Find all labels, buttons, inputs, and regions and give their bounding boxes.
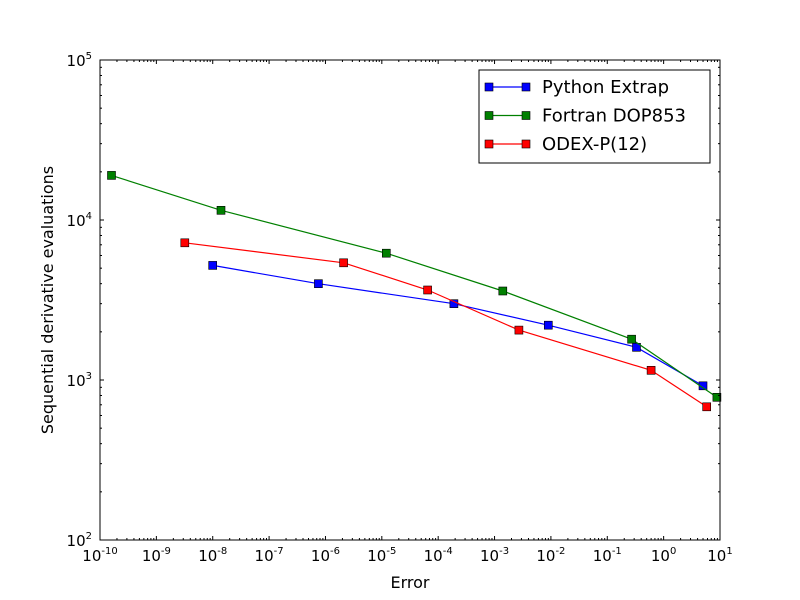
- legend-marker-python-extrap: [521, 82, 531, 92]
- legend-box: [478, 69, 711, 164]
- x-tick-label: 100: [651, 546, 676, 565]
- x-tick-label: 10-1: [593, 546, 622, 565]
- series-line-odex-p-12: [184, 242, 708, 408]
- data-point-fortran-dop853: [107, 171, 116, 180]
- y-tick-label: 103: [67, 371, 92, 390]
- data-point-python-extrap: [314, 279, 323, 289]
- x-tick-label: 10-4: [424, 546, 453, 565]
- y-tick-label: 104: [67, 211, 92, 230]
- x-tick-label: 10-9: [142, 546, 171, 565]
- data-point-python-extrap: [208, 261, 217, 270]
- x-tick-label: 10-10: [82, 546, 117, 565]
- data-point-odex-p-12: [646, 365, 656, 375]
- data-point-fortran-dop853: [381, 248, 391, 258]
- x-tick-label: 10-2: [536, 546, 565, 565]
- x-axis-label: Error: [391, 573, 430, 592]
- legend-marker-odex-p-12: [521, 139, 531, 149]
- legend-entry-python-extrap: Python Extrap: [484, 77, 669, 98]
- x-tick-label: 101: [707, 546, 732, 565]
- legend: Python Extrap Fortran DOP853 ODEX-P(12): [478, 69, 711, 164]
- data-point-fortran-dop853: [627, 334, 636, 344]
- series-layer: [107, 171, 722, 412]
- y-tick-label: 102: [67, 531, 92, 550]
- legend-label-fortran-dop853: Fortran DOP853: [542, 106, 686, 127]
- legend-marker-python-extrap: [484, 82, 494, 92]
- plot-frame: [99, 59, 721, 541]
- x-tick-label: 10-3: [480, 546, 509, 565]
- legend-marker-fortran-dop853: [521, 111, 531, 120]
- data-point-fortran-dop853: [216, 206, 226, 215]
- x-tick-label: 10-7: [255, 546, 284, 565]
- data-point-fortran-dop853: [498, 286, 508, 296]
- x-tick-label: 10-5: [367, 546, 396, 565]
- series-line-fortran-dop853: [111, 174, 718, 398]
- series-fortran-dop853: [107, 171, 722, 402]
- legend-label-odex-p-12: ODEX-P(12): [542, 134, 647, 155]
- data-point-odex-p-12: [180, 238, 190, 248]
- data-point-odex-p-12: [514, 325, 524, 335]
- legend-label-python-extrap: Python Extrap: [542, 77, 669, 98]
- legend-entry-odex-p-12: ODEX-P(12): [484, 134, 647, 155]
- y-axis-label: Sequential derivative evaluations: [38, 166, 57, 434]
- x-tick-label: 10-8: [198, 546, 227, 565]
- data-point-odex-p-12: [339, 258, 348, 268]
- y-tick-label: 105: [67, 51, 92, 70]
- ticks-layer: 10-10 10-9 10-8 10-7 10-6 10-5 10-4 10-3 10-2 10-…: [67, 51, 733, 565]
- series-odex-p-12: [180, 238, 712, 412]
- data-point-python-extrap: [543, 320, 553, 330]
- legend-entry-fortran-dop853: Fortran DOP853: [484, 106, 686, 127]
- series-line-python-extrap: [212, 264, 704, 387]
- data-point-odex-p-12: [702, 402, 712, 412]
- data-point-odex-p-12: [423, 285, 432, 295]
- x-tick-label: 10-6: [311, 546, 340, 565]
- legend-marker-fortran-dop853: [484, 111, 494, 120]
- legend-marker-odex-p-12: [484, 139, 494, 149]
- data-point-python-extrap: [632, 342, 641, 352]
- data-point-fortran-dop853: [712, 392, 722, 402]
- series-python-extrap: [208, 261, 708, 391]
